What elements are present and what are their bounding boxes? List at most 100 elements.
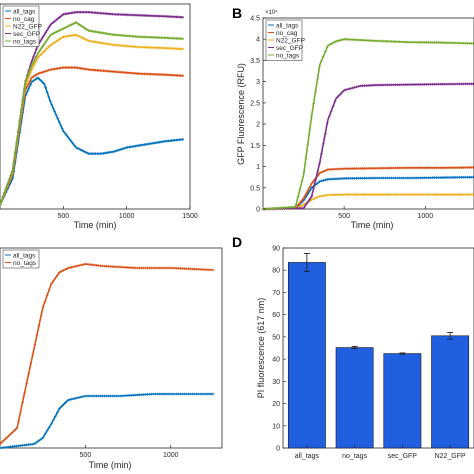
y-tick-label: 1 <box>256 164 260 171</box>
data-point <box>80 395 84 399</box>
data-point <box>211 268 215 272</box>
data-point <box>86 39 90 43</box>
data-point <box>321 54 325 58</box>
data-point <box>306 189 310 193</box>
data-point <box>310 182 314 185</box>
x-tick-label: 1500 <box>182 213 198 220</box>
data-point <box>73 21 76 25</box>
legend-label-sec-gfp: sec_GFP <box>13 31 40 38</box>
data-point <box>48 44 52 47</box>
data-point <box>321 179 325 182</box>
data-point <box>308 185 312 189</box>
data-point <box>329 109 333 113</box>
data-point <box>50 32 54 36</box>
data-point <box>41 70 44 74</box>
data-point <box>300 204 304 207</box>
data-point <box>333 99 337 103</box>
data-point <box>54 30 58 34</box>
data-point <box>33 61 37 65</box>
data-point <box>77 23 81 26</box>
data-point <box>45 429 49 433</box>
x-tick-label: 1000 <box>163 452 179 459</box>
legend-label-no-cag: no_cag <box>276 30 298 37</box>
data-point <box>41 436 45 439</box>
data-point <box>306 200 310 204</box>
category-label-all-tags: all_tags <box>295 453 320 460</box>
data-point <box>68 24 72 27</box>
data-point <box>72 265 76 269</box>
data-point <box>121 147 125 151</box>
legend-label-n22-gfp: N22_GFP <box>276 37 305 44</box>
data-point <box>55 273 59 277</box>
data-point <box>39 437 43 441</box>
data-point <box>32 55 35 59</box>
data-point <box>347 87 351 91</box>
y-tick-label: 40 <box>272 357 280 364</box>
data-point <box>181 138 184 141</box>
data-point <box>53 110 57 113</box>
data-point <box>59 14 63 18</box>
data-point <box>57 29 61 32</box>
data-point <box>304 192 308 196</box>
legend-label-no-cag: no_cag <box>13 16 35 23</box>
panel-d-ylabel: PI fluorescence (617 nm) <box>256 298 266 399</box>
data-point <box>57 38 61 41</box>
data-point <box>32 60 35 64</box>
x-tick-label: 500 <box>338 213 350 220</box>
data-point <box>51 41 55 45</box>
data-point <box>56 39 60 42</box>
legend-label-all-tags: all_tags <box>13 252 36 259</box>
data-point <box>82 25 85 29</box>
data-point <box>60 36 64 39</box>
data-point <box>42 42 46 46</box>
data-point <box>325 45 329 49</box>
data-point <box>320 59 323 63</box>
legend-label-sec-gfp: sec_GFP <box>276 45 303 52</box>
data-point <box>120 147 123 151</box>
legend-label-no-tags: no_tags <box>276 52 300 59</box>
data-point <box>77 34 81 38</box>
data-point <box>51 418 55 422</box>
data-point <box>300 180 304 183</box>
data-point <box>337 94 341 97</box>
data-point <box>78 395 82 399</box>
data-point <box>83 26 87 30</box>
y-tick-label: 0 <box>256 207 260 214</box>
data-point <box>68 266 72 270</box>
data-point <box>41 51 44 55</box>
data-point <box>62 130 66 134</box>
panel-a-xlabel: Time (min) <box>74 220 117 230</box>
panel-a-markers-no-cag <box>0 66 184 207</box>
data-point <box>51 21 55 24</box>
data-point <box>33 51 37 55</box>
data-point <box>308 197 312 201</box>
y-tick-label: 0 <box>276 446 280 453</box>
data-point <box>32 75 35 79</box>
data-point <box>181 15 184 19</box>
data-point <box>53 40 57 44</box>
data-point <box>63 132 67 136</box>
data-point <box>45 47 49 50</box>
data-point <box>76 34 79 37</box>
data-point <box>6 182 9 186</box>
data-point <box>60 269 63 273</box>
data-point <box>310 198 314 202</box>
panel-b-axes-box <box>262 17 474 210</box>
data-point <box>38 71 41 75</box>
data-point <box>30 59 34 63</box>
data-point <box>36 72 40 76</box>
data-point <box>76 396 80 400</box>
category-label-n22-gfp: N22_GFP <box>435 453 466 460</box>
data-point <box>292 205 296 209</box>
data-point <box>44 86 47 90</box>
data-point <box>33 343 37 347</box>
data-point <box>57 16 61 19</box>
data-point <box>41 305 45 309</box>
data-point <box>60 405 63 408</box>
panel-a-markers-n22-gfp <box>0 33 184 207</box>
data-point <box>339 38 343 42</box>
data-point <box>53 276 57 280</box>
data-point <box>47 95 51 98</box>
data-point <box>17 420 20 423</box>
data-point <box>73 144 76 147</box>
